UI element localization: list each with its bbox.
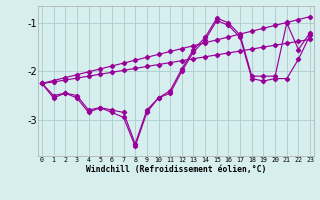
X-axis label: Windchill (Refroidissement éolien,°C): Windchill (Refroidissement éolien,°C) <box>86 165 266 174</box>
